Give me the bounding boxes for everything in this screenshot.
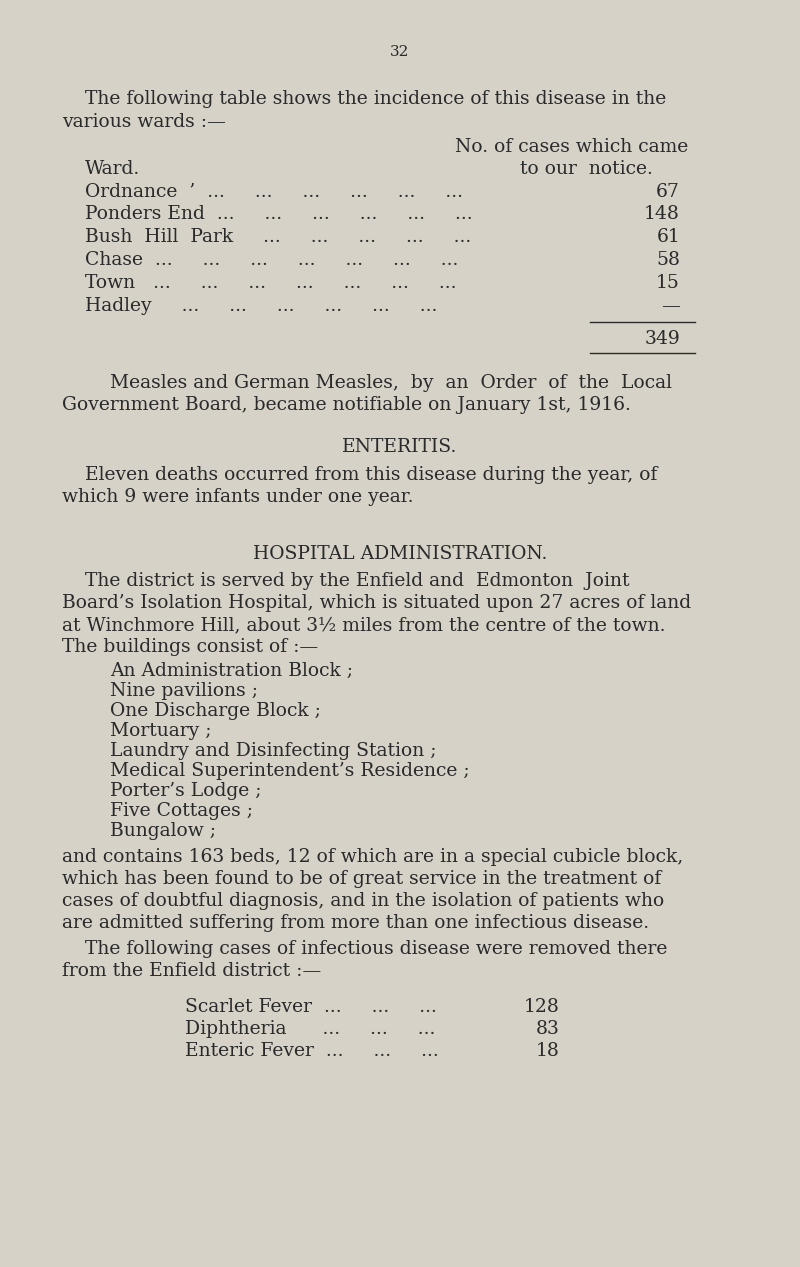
Text: The buildings consist of :—: The buildings consist of :— (62, 639, 318, 656)
Text: 58: 58 (656, 251, 680, 269)
Text: No. of cases which came: No. of cases which came (455, 138, 688, 156)
Text: 128: 128 (524, 998, 560, 1016)
Text: Enteric Fever  ...     ...     ...: Enteric Fever ... ... ... (185, 1041, 438, 1060)
Text: Bungalow ;: Bungalow ; (110, 822, 216, 840)
Text: at Winchmore Hill, about 3½ miles from the centre of the town.: at Winchmore Hill, about 3½ miles from t… (62, 616, 666, 634)
Text: Diphtheria      ...     ...     ...: Diphtheria ... ... ... (185, 1020, 435, 1038)
Text: Chase  ...     ...     ...     ...     ...     ...     ...: Chase ... ... ... ... ... ... ... (85, 251, 458, 269)
Text: 67: 67 (656, 182, 680, 201)
Text: Ordnance  ’  ...     ...     ...     ...     ...     ...: Ordnance ’ ... ... ... ... ... ... (85, 182, 463, 201)
Text: Five Cottages ;: Five Cottages ; (110, 802, 253, 820)
Text: Government Board, became notifiable on January 1st, 1916.: Government Board, became notifiable on J… (62, 397, 631, 414)
Text: Laundry and Disinfecting Station ;: Laundry and Disinfecting Station ; (110, 742, 437, 760)
Text: which has been found to be of great service in the treatment of: which has been found to be of great serv… (62, 870, 662, 888)
Text: One Discharge Block ;: One Discharge Block ; (110, 702, 321, 720)
Text: Porter’s Lodge ;: Porter’s Lodge ; (110, 782, 262, 799)
Text: HOSPITAL ADMINISTRATION.: HOSPITAL ADMINISTRATION. (253, 545, 547, 563)
Text: Ward.: Ward. (85, 160, 140, 177)
Text: from the Enfield district :—: from the Enfield district :— (62, 962, 322, 979)
Text: various wards :—: various wards :— (62, 113, 226, 131)
Text: cases of doubtful diagnosis, and in the isolation of patients who: cases of doubtful diagnosis, and in the … (62, 892, 664, 910)
Text: ENTERITIS.: ENTERITIS. (342, 438, 458, 456)
Text: to our  notice.: to our notice. (520, 160, 653, 177)
Text: Medical Superintendent’s Residence ;: Medical Superintendent’s Residence ; (110, 761, 470, 780)
Text: Nine pavilions ;: Nine pavilions ; (110, 682, 258, 699)
Text: Bush  Hill  Park     ...     ...     ...     ...     ...: Bush Hill Park ... ... ... ... ... (85, 228, 471, 246)
Text: are admitted suffering from more than one infectious disease.: are admitted suffering from more than on… (62, 914, 649, 933)
Text: 83: 83 (536, 1020, 560, 1038)
Text: 32: 32 (390, 46, 410, 60)
Text: —: — (661, 296, 680, 315)
Text: 18: 18 (536, 1041, 560, 1060)
Text: 349: 349 (644, 329, 680, 348)
Text: Ponders End  ...     ...     ...     ...     ...     ...: Ponders End ... ... ... ... ... ... (85, 205, 473, 223)
Text: Hadley     ...     ...     ...     ...     ...     ...: Hadley ... ... ... ... ... ... (85, 296, 438, 315)
Text: 15: 15 (656, 274, 680, 291)
Text: Board’s Isolation Hospital, which is situated upon 27 acres of land: Board’s Isolation Hospital, which is sit… (62, 594, 691, 612)
Text: The following table shows the incidence of this disease in the: The following table shows the incidence … (85, 90, 666, 108)
Text: Measles and German Measles,  by  an  Order  of  the  Local: Measles and German Measles, by an Order … (110, 374, 672, 392)
Text: Town   ...     ...     ...     ...     ...     ...     ...: Town ... ... ... ... ... ... ... (85, 274, 457, 291)
Text: Mortuary ;: Mortuary ; (110, 722, 211, 740)
Text: 148: 148 (644, 205, 680, 223)
Text: An Administration Block ;: An Administration Block ; (110, 661, 353, 680)
Text: and contains 163 beds, 12 of which are in a special cubicle block,: and contains 163 beds, 12 of which are i… (62, 848, 683, 867)
Text: which 9 were infants under one year.: which 9 were infants under one year. (62, 488, 414, 506)
Text: Eleven deaths occurred from this disease during the year, of: Eleven deaths occurred from this disease… (85, 466, 658, 484)
Text: The district is served by the Enfield and  Edmonton  Joint: The district is served by the Enfield an… (85, 571, 630, 590)
Text: 61: 61 (656, 228, 680, 246)
Text: Scarlet Fever  ...     ...     ...: Scarlet Fever ... ... ... (185, 998, 437, 1016)
Text: The following cases of infectious disease were removed there: The following cases of infectious diseas… (85, 940, 667, 958)
